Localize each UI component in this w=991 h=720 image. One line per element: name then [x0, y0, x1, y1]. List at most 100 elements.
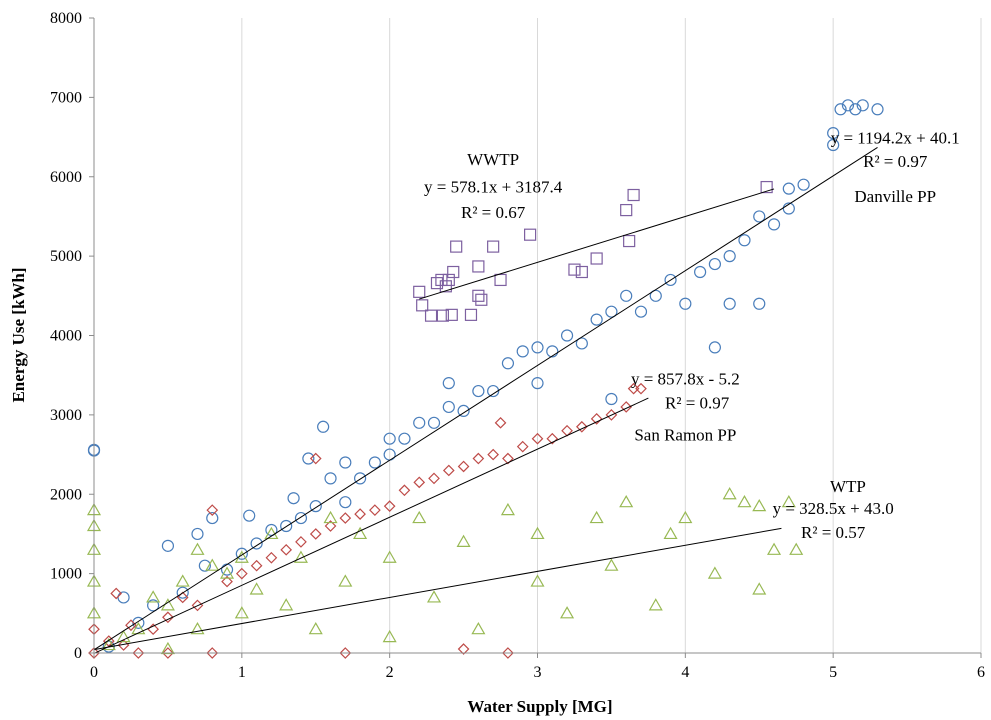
- trendline-layer: [93, 147, 878, 654]
- data-point: [147, 599, 160, 612]
- data-point: [447, 265, 460, 279]
- data-point: [354, 472, 367, 485]
- data-point: [220, 566, 235, 579]
- data-point: [280, 519, 293, 533]
- data-point: [162, 647, 174, 659]
- annotation-label: y = 578.1x + 3187.4: [424, 178, 563, 197]
- data-point: [590, 412, 603, 425]
- data-point: [338, 574, 353, 587]
- x-tick-label: 5: [829, 664, 837, 681]
- data-point: [146, 590, 161, 603]
- data-point: [309, 452, 322, 465]
- data-point: [494, 416, 507, 429]
- data-point: [287, 492, 300, 505]
- data-point: [620, 401, 633, 413]
- y-tick-label: 0: [74, 645, 82, 662]
- x-tick-label: 1: [238, 664, 246, 681]
- data-point: [590, 252, 603, 265]
- data-point: [324, 472, 337, 485]
- data-point: [568, 263, 581, 276]
- data-point: [649, 289, 662, 302]
- data-point: [575, 337, 588, 350]
- y-tick-label: 8000: [50, 10, 82, 27]
- data-point: [323, 510, 338, 524]
- data-point: [190, 621, 205, 635]
- x-tick-label: 4: [681, 664, 689, 681]
- data-point: [436, 309, 449, 322]
- data-point: [620, 289, 633, 302]
- data-point: [501, 357, 515, 370]
- data-point: [110, 587, 123, 600]
- data-point: [619, 494, 634, 508]
- data-point: [176, 591, 189, 604]
- data-point: [781, 494, 796, 508]
- axes: [89, 17, 982, 658]
- data-point: [664, 273, 677, 287]
- y-tick-label: 6000: [50, 169, 82, 186]
- data-point: [250, 559, 263, 572]
- series-layer: [86, 99, 884, 659]
- data-point: [234, 606, 249, 619]
- data-point: [766, 542, 782, 555]
- data-point: [849, 103, 862, 116]
- data-point: [531, 341, 544, 354]
- data-point: [516, 345, 529, 358]
- trendline: [93, 527, 782, 651]
- data-point: [413, 416, 426, 429]
- data-point: [442, 377, 455, 390]
- data-point: [789, 542, 804, 555]
- data-point: [546, 345, 559, 358]
- data-point: [752, 498, 767, 512]
- data-point: [264, 526, 279, 540]
- data-point: [243, 509, 256, 522]
- data-point: [494, 273, 507, 287]
- y-tick-label: 7000: [50, 89, 82, 106]
- data-point: [753, 210, 766, 223]
- data-point: [531, 377, 544, 390]
- data-point: [457, 460, 470, 473]
- tick-labels: 0 1000 2000 3000 4000 5000 6000 7000 8000 0 1 2 3 4 5 6: [50, 10, 985, 681]
- annotation-label: Danville PP: [854, 187, 936, 206]
- data-point: [472, 452, 485, 465]
- data-point: [475, 293, 488, 306]
- data-point: [546, 432, 559, 445]
- data-point: [442, 400, 455, 414]
- data-point: [191, 527, 204, 541]
- data-point: [694, 265, 707, 279]
- data-point: [760, 180, 773, 194]
- annotation-label: y = 1194.2x + 40.1: [831, 128, 960, 147]
- data-point: [294, 511, 308, 525]
- data-point: [487, 240, 500, 253]
- data-point: [708, 257, 722, 271]
- data-point: [382, 629, 397, 643]
- data-point: [430, 277, 444, 290]
- data-point: [206, 504, 219, 516]
- data-point: [250, 537, 263, 550]
- data-point: [160, 641, 175, 655]
- data-point: [782, 202, 795, 215]
- data-point: [737, 494, 752, 508]
- data-point: [427, 416, 441, 429]
- x-tick-label: 3: [534, 664, 542, 681]
- data-point: [723, 297, 736, 310]
- data-point: [524, 228, 537, 241]
- data-point: [398, 432, 411, 445]
- data-point: [235, 547, 248, 560]
- annotation-label: R² = 0.67: [461, 203, 526, 222]
- data-point: [369, 504, 381, 516]
- data-point: [339, 456, 352, 469]
- data-point: [439, 280, 452, 293]
- data-point: [308, 621, 323, 635]
- data-point: [457, 404, 470, 418]
- data-point: [413, 285, 426, 298]
- data-point: [502, 452, 514, 465]
- data-point: [102, 640, 115, 653]
- data-point: [132, 647, 145, 659]
- data-point: [206, 647, 219, 659]
- data-point: [280, 543, 293, 556]
- data-point: [620, 203, 633, 217]
- data-point: [324, 520, 337, 532]
- data-point: [487, 448, 499, 461]
- x-tick-label: 6: [977, 664, 985, 681]
